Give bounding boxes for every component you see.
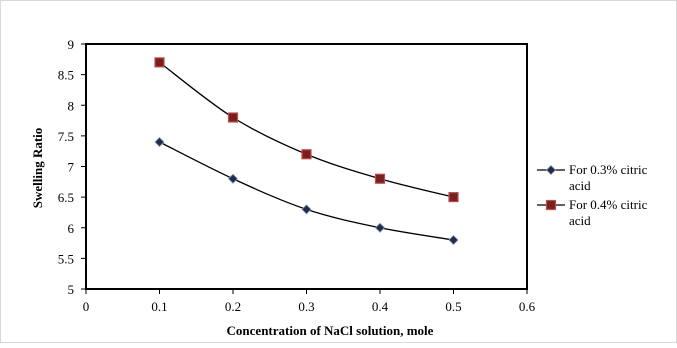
series-layer [154, 57, 459, 246]
y-tick-label: 7 [68, 160, 75, 175]
plot-area: 0 0.1 0.2 0.3 0.4 0.5 0.6 5 5.5 6 6.5 7 7.5 8 8.5 9 [58, 37, 536, 314]
data-point-square [448, 192, 459, 203]
y-tick-label: 8 [68, 98, 75, 113]
legend-marker-diamond [545, 164, 557, 176]
y-tick-label: 6 [68, 221, 75, 236]
y-tick-label: 5 [68, 282, 75, 297]
legend-label: acid [569, 213, 591, 228]
y-tick-label: 5.5 [58, 251, 74, 266]
legend-label: For 0.3% citric [569, 162, 648, 177]
x-tick-label: 0.4 [372, 299, 389, 314]
data-point-diamond [448, 234, 459, 246]
y-tick-label: 9 [68, 37, 75, 52]
data-point-square [301, 149, 312, 160]
data-point-diamond [301, 204, 312, 215]
legend-label: acid [569, 178, 591, 193]
plot-frame [85, 43, 528, 290]
x-tick-label: 0.6 [519, 299, 536, 314]
x-tick-label: 0.1 [151, 299, 167, 314]
y-tick-label: 7.5 [58, 129, 74, 144]
data-point-diamond [154, 136, 165, 148]
x-tick-label: 0.5 [445, 299, 461, 314]
y-tick-label: 8.5 [58, 68, 74, 83]
legend-marker-square [545, 199, 557, 211]
data-point-square [227, 112, 239, 123]
x-tick-label: 0.2 [225, 299, 241, 314]
data-point-diamond [374, 222, 386, 233]
series-0 [154, 136, 459, 246]
data-point-square [154, 57, 165, 68]
legend-label: For 0.4% citric [569, 197, 648, 212]
x-tick-label: 0.3 [298, 299, 314, 314]
y-axis-title: Swelling Ratio [30, 128, 45, 209]
x-axis-title: Concentration of NaCl solution, mole [227, 323, 434, 338]
x-tick-label: 0 [83, 299, 90, 314]
data-point-square [374, 173, 386, 184]
series-1 [154, 57, 459, 203]
y-tick-label: 6.5 [58, 190, 74, 205]
data-point-diamond [227, 173, 239, 184]
